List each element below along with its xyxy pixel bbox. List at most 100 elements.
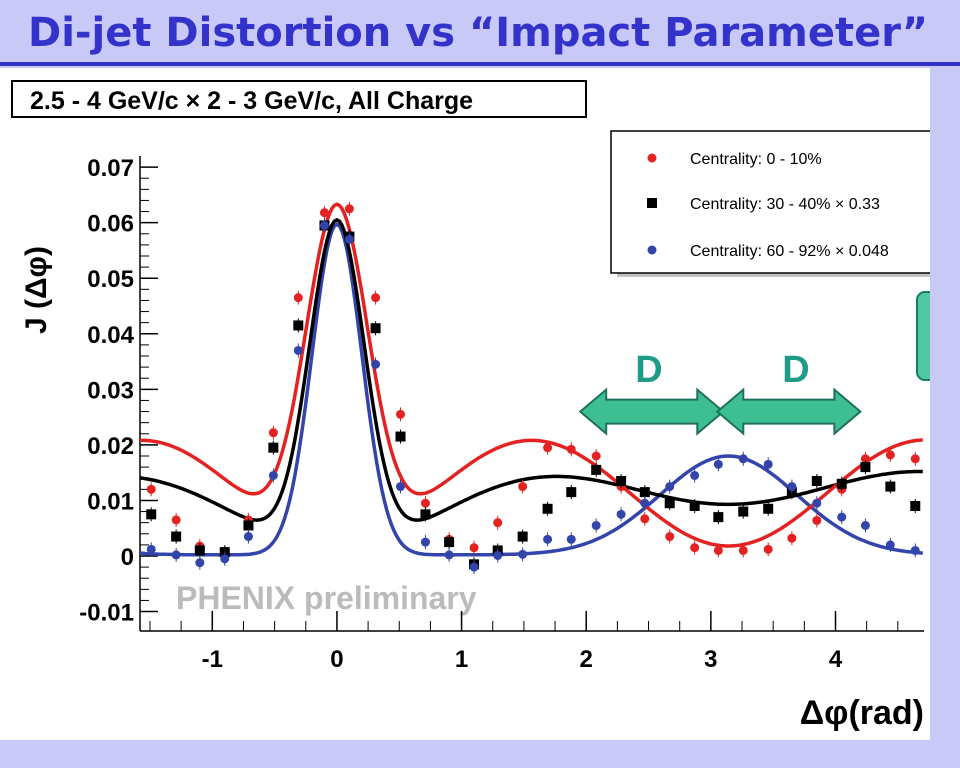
- x-tick-label: 4: [829, 646, 843, 673]
- data-point: [910, 501, 921, 511]
- slide-title: Di-jet Distortion vs “Impact Parameter”: [28, 10, 928, 56]
- data-point: [860, 462, 871, 473]
- data-point: [665, 482, 675, 492]
- data-point: [444, 537, 455, 548]
- data-point: [591, 520, 601, 530]
- data-point: [591, 451, 601, 461]
- y-tick-label: 0.01: [87, 488, 134, 515]
- data-point: [517, 531, 528, 542]
- chart: 2.5 - 4 GeV/c × 2 - 3 GeV/c, All Charge …: [11, 80, 930, 732]
- data-point: [860, 520, 870, 530]
- data-point: [420, 509, 431, 520]
- data-point: [738, 506, 749, 517]
- legend-label: Centrality: 30 - 40% × 0.33: [690, 196, 880, 213]
- x-tick-label: 1: [455, 646, 468, 673]
- y-tick-label: 0.07: [87, 155, 134, 182]
- y-axis-label: J (Δφ): [20, 246, 53, 334]
- data-point: [395, 431, 406, 442]
- data-point: [469, 543, 479, 553]
- green-tab: [916, 291, 930, 381]
- data-point: [591, 464, 602, 475]
- double-arrow: [578, 387, 725, 436]
- data-point: [763, 544, 773, 554]
- double-arrow: [715, 387, 862, 436]
- data-point: [171, 550, 181, 560]
- data-point: [220, 554, 230, 564]
- data-point: [763, 459, 773, 469]
- data-point: [171, 515, 181, 525]
- data-point: [371, 293, 381, 303]
- data-point: [787, 482, 797, 492]
- data-markers: [146, 201, 921, 575]
- x-tick-label: 0: [330, 646, 343, 673]
- data-point: [469, 562, 479, 572]
- axes: -0.01 0 0.01 0.02 0.03 0.04 0.05 0.06 0.07 -1 0 1 2 3…: [79, 155, 924, 673]
- data-point: [738, 454, 748, 464]
- x-axis-label: Δφ(rad): [800, 694, 924, 732]
- chart-title: 2.5 - 4 GeV/c × 2 - 3 GeV/c, All Charge: [30, 87, 473, 115]
- data-point: [763, 503, 774, 514]
- data-point: [370, 323, 381, 334]
- data-point: [640, 514, 650, 524]
- x-tick-label: 2: [580, 646, 593, 673]
- legend: Centrality: 0 - 10% Centrality: 30 - 40%…: [610, 130, 930, 277]
- data-point: [268, 428, 278, 438]
- legend-marker-square-black: [647, 198, 657, 208]
- data-point: [690, 543, 700, 553]
- data-point: [616, 476, 627, 486]
- x-tick-label: 3: [704, 646, 717, 673]
- data-point: [910, 545, 920, 555]
- data-point: [518, 482, 528, 492]
- legend-label: Centrality: 60 - 92% × 0.048: [690, 243, 889, 260]
- data-point: [396, 409, 406, 419]
- data-point: [860, 454, 870, 464]
- data-point: [690, 470, 700, 480]
- data-point: [616, 509, 626, 519]
- data-point: [543, 534, 553, 544]
- data-point: [542, 503, 553, 514]
- data-point: [493, 550, 503, 560]
- data-point: [640, 498, 650, 508]
- data-point: [811, 476, 822, 486]
- data-point: [420, 537, 430, 547]
- data-point: [171, 531, 182, 542]
- data-point: [787, 533, 797, 543]
- data-point: [812, 515, 822, 525]
- data-point: [836, 478, 847, 489]
- data-point: [319, 208, 329, 218]
- data-point: [293, 320, 304, 331]
- data-point: [910, 454, 920, 464]
- data-point: [243, 532, 253, 542]
- data-point: [146, 484, 156, 494]
- data-point: [146, 509, 157, 520]
- data-point: [195, 558, 205, 568]
- legend-item: Centrality: 30 - 40% × 0.33: [647, 196, 880, 213]
- data-point: [566, 534, 576, 544]
- y-tick-label: 0.03: [87, 377, 134, 404]
- annotation-label: D: [635, 349, 662, 391]
- legend-item: Centrality: 60 - 92% × 0.048: [647, 243, 889, 260]
- data-point: [664, 498, 675, 509]
- data-point: [344, 204, 354, 214]
- data-point: [420, 498, 430, 508]
- data-point: [194, 545, 205, 556]
- data-point: [713, 512, 724, 523]
- data-point: [146, 544, 156, 554]
- y-tick-label: 0: [121, 544, 134, 571]
- legend-item: Centrality: 0 - 10%: [647, 151, 822, 168]
- data-point: [566, 444, 576, 454]
- data-point: [837, 512, 847, 522]
- data-point: [268, 442, 279, 453]
- y-tick-label: 0.05: [87, 266, 134, 293]
- data-point: [444, 550, 454, 560]
- data-point: [689, 501, 700, 511]
- data-point: [493, 518, 503, 528]
- watermark: PHENIX preliminary: [176, 580, 477, 616]
- data-point: [885, 450, 895, 460]
- data-point: [371, 359, 381, 369]
- data-point: [639, 487, 650, 498]
- data-point: [713, 545, 723, 555]
- data-point: [268, 470, 278, 480]
- y-tick-label: -0.01: [79, 600, 134, 627]
- data-point: [543, 443, 553, 453]
